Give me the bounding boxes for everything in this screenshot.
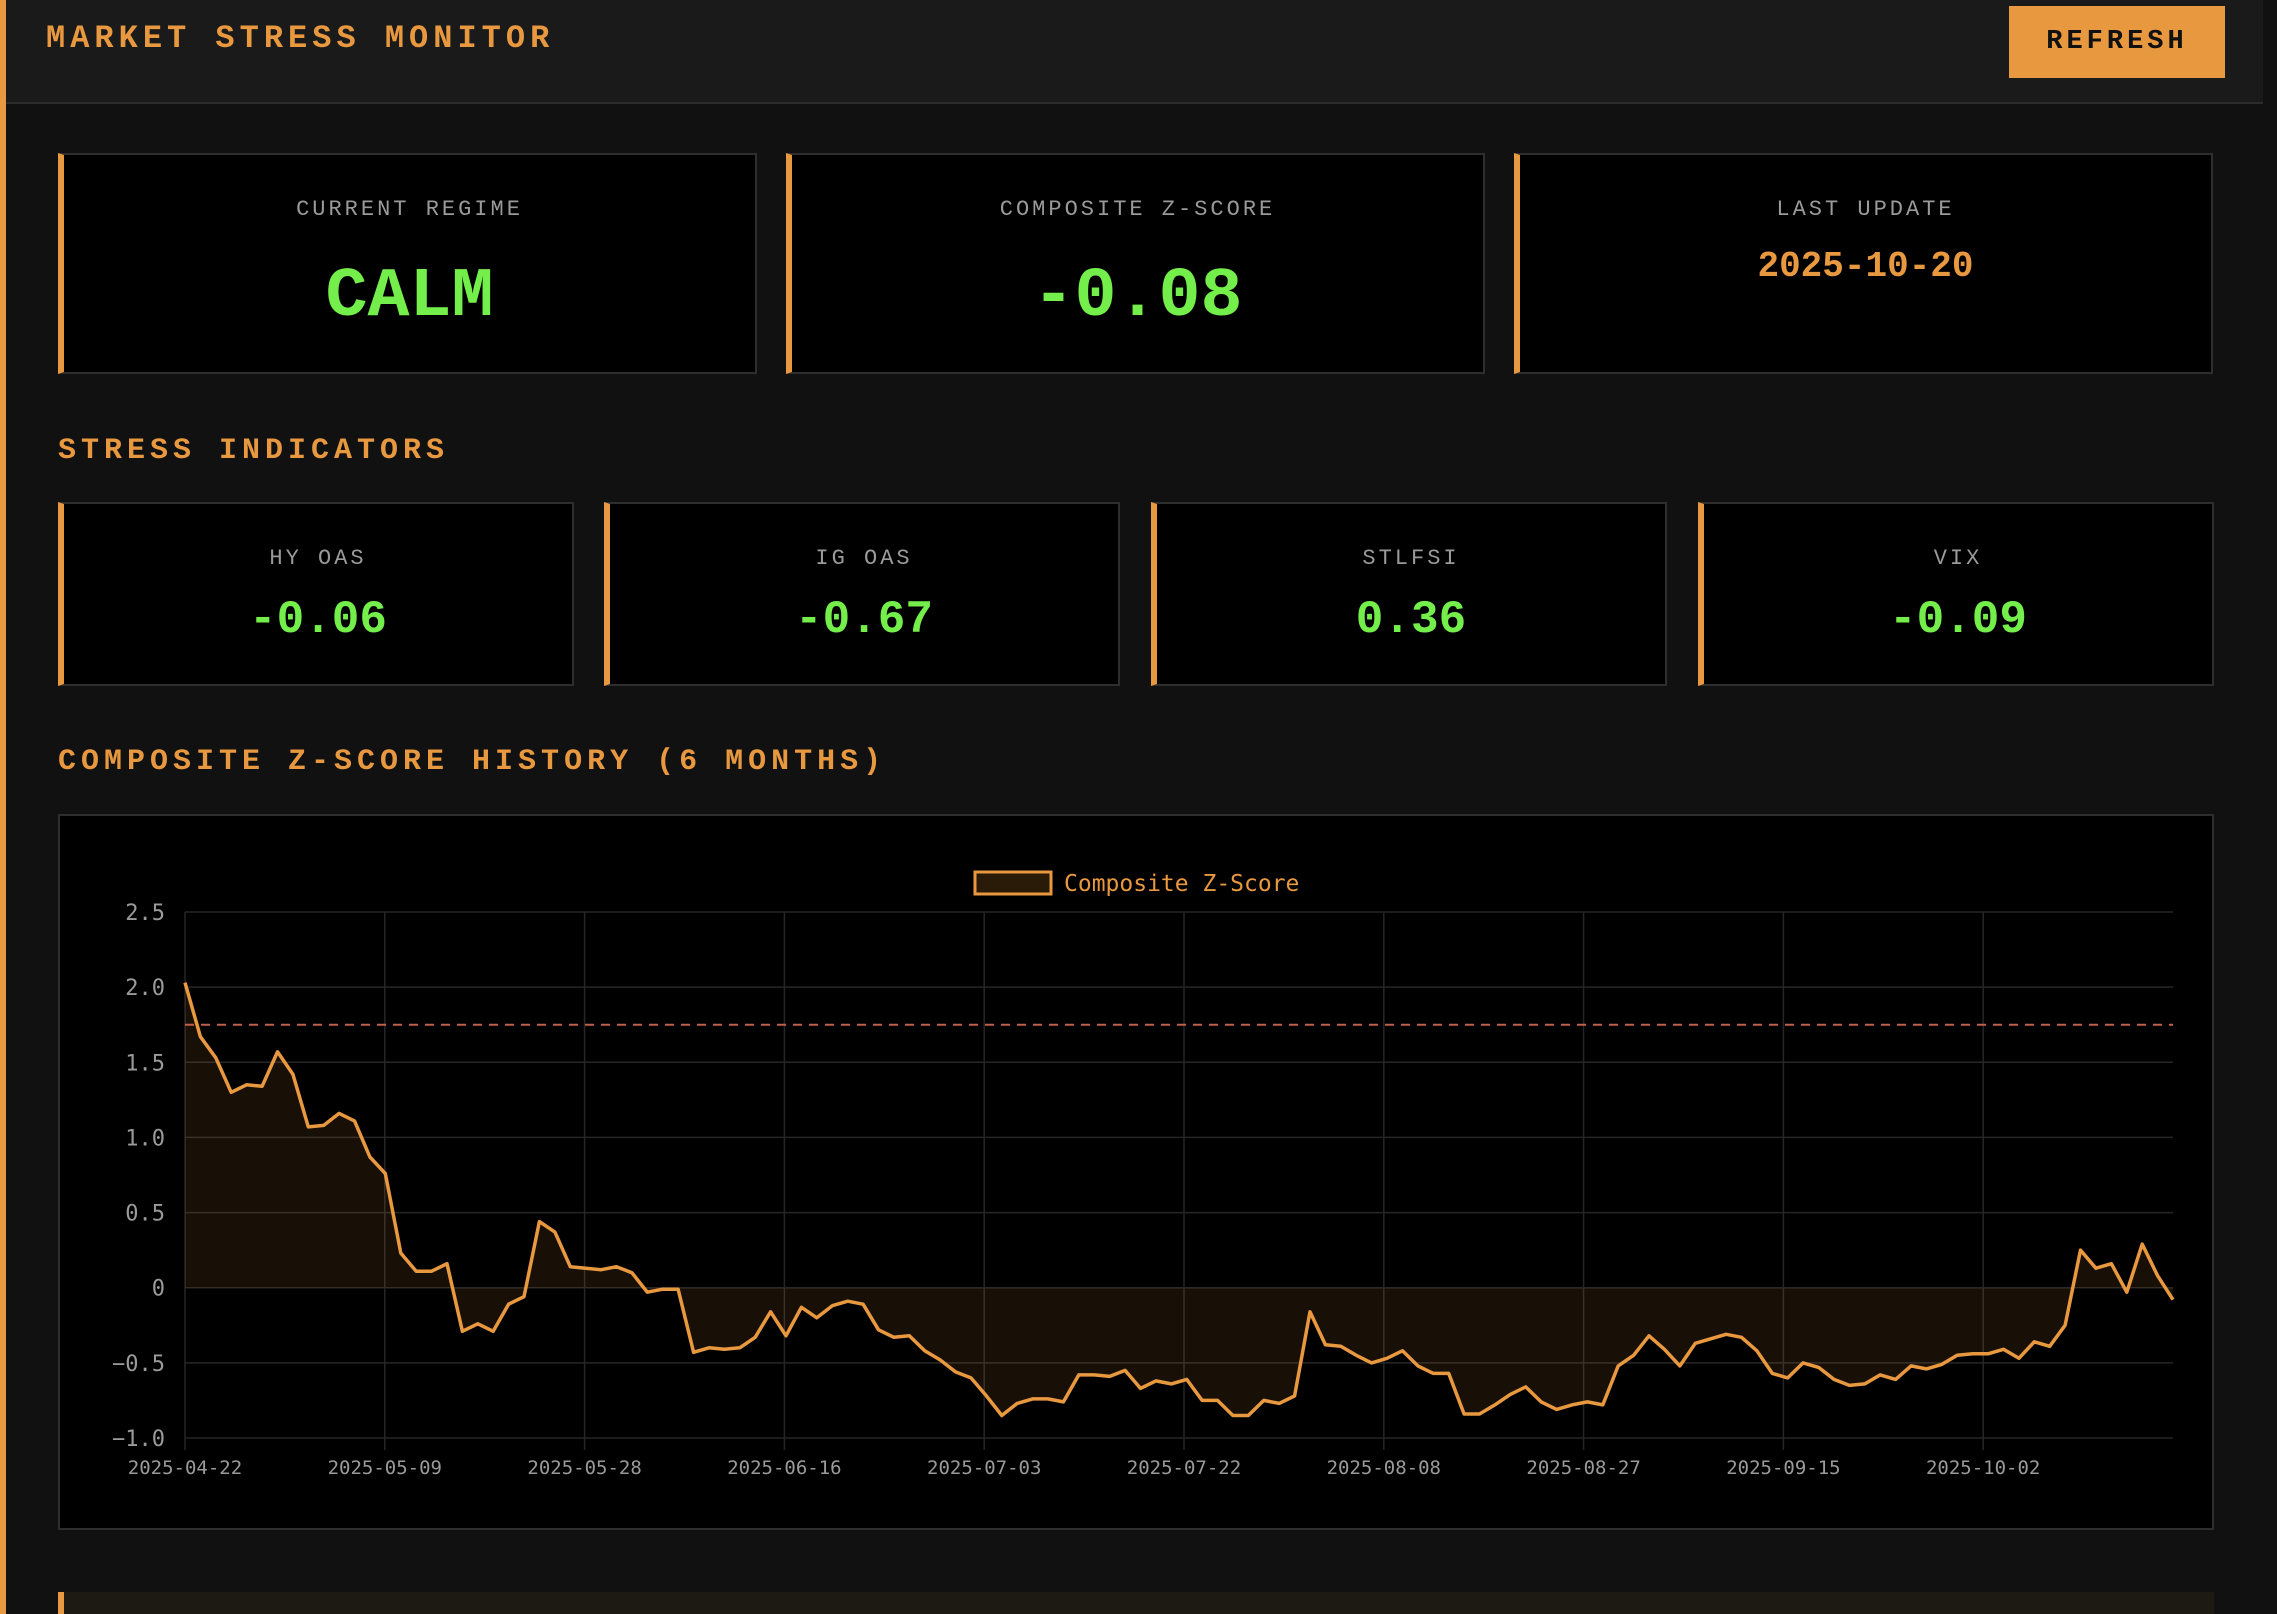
next-panel-edge: [58, 1592, 2214, 1614]
indicator-value: -0.09: [1888, 594, 2028, 646]
x-tick-label: 2025-06-16: [727, 1457, 841, 1479]
y-tick-label: 2.5: [125, 901, 165, 926]
history-title: COMPOSITE Z-SCORE HISTORY (6 MONTHS): [58, 745, 887, 779]
x-tick-label: 2025-07-03: [927, 1457, 1041, 1479]
indicator-card-stlfsi: STLFSI 0.36: [1151, 502, 1667, 686]
left-accent-rail: [0, 0, 6, 1614]
x-tick-label: 2025-08-27: [1526, 1457, 1640, 1479]
indicator-value: 0.36: [1355, 594, 1467, 646]
series-line-composite-zscore: [183, 982, 2175, 1418]
y-tick-label: 0.5: [125, 1202, 165, 1227]
y-tick-label: −1.0: [112, 1427, 165, 1452]
current-regime-label: CURRENT REGIME: [296, 197, 523, 222]
refresh-button[interactable]: REFRESH: [2009, 6, 2225, 78]
x-tick-label: 2025-09-15: [1726, 1457, 1840, 1479]
indicator-value: -0.67: [794, 594, 934, 646]
x-tick-label: 2025-05-09: [328, 1457, 442, 1479]
indicator-card-hy-oas: HY OAS -0.06: [58, 502, 574, 686]
chart-svg: 2.5 2.0 1.5 1.0 0.5 0 −0.5 −1.0 2025-04-22 2025-0…: [112, 870, 2175, 1479]
indicator-card-ig-oas: IG OAS -0.67: [604, 502, 1120, 686]
x-tick-label: 2025-07-22: [1127, 1457, 1241, 1479]
y-tick-label: 1.5: [125, 1051, 165, 1076]
legend-swatch[interactable]: [973, 870, 1053, 896]
indicator-label: VIX: [1933, 546, 1983, 571]
chart-legend[interactable]: Composite Z-Score: [973, 870, 1299, 897]
composite-zscore-value: -0.08: [1032, 258, 1243, 337]
chart-line-layer: [183, 982, 2175, 1418]
stress-indicators-title: STRESS INDICATORS: [58, 434, 450, 468]
x-tick-label: 2025-04-22: [128, 1457, 242, 1479]
composite-zscore-card: COMPOSITE Z-SCORE -0.08: [786, 153, 1485, 374]
y-tick-label: 1.0: [125, 1126, 165, 1151]
x-tick-label: 2025-10-02: [1926, 1457, 2040, 1479]
x-tick-label: 2025-08-08: [1327, 1457, 1441, 1479]
indicator-label: IG OAS: [815, 546, 913, 571]
composite-zscore-label: COMPOSITE Z-SCORE: [999, 197, 1276, 222]
chart-grid: [184, 911, 2173, 1450]
header-bar: MARKET STRESS MONITOR REFRESH: [6, 0, 2263, 104]
chart-fill: [185, 982, 2173, 1416]
indicator-label: STLFSI: [1362, 546, 1460, 571]
series-fill-area: [185, 982, 2173, 1416]
app-title: MARKET STRESS MONITOR: [46, 20, 555, 57]
indicator-value: -0.06: [248, 594, 388, 646]
chart-axis-labels: 2.5 2.0 1.5 1.0 0.5 0 −0.5 −1.0 2025-04-22 2025-0…: [112, 901, 2040, 1479]
x-tick-label: 2025-05-28: [527, 1457, 641, 1479]
current-regime-value: CALM: [325, 258, 494, 337]
last-update-card: LAST UPDATE 2025-10-20: [1514, 153, 2213, 374]
y-tick-label: −0.5: [112, 1352, 165, 1377]
y-tick-label: 2.0: [125, 976, 165, 1001]
last-update-label: LAST UPDATE: [1776, 197, 1955, 222]
indicator-label: HY OAS: [269, 546, 367, 571]
y-tick-label: 0: [152, 1277, 165, 1302]
legend-label[interactable]: Composite Z-Score: [1064, 871, 1299, 897]
last-update-value: 2025-10-20: [1757, 246, 1974, 287]
indicator-card-vix: VIX -0.09: [1698, 502, 2214, 686]
current-regime-card: CURRENT REGIME CALM: [58, 153, 757, 374]
zscore-history-chart: 2.5 2.0 1.5 1.0 0.5 0 −0.5 −1.0 2025-04-22 2025-0…: [58, 814, 2214, 1530]
